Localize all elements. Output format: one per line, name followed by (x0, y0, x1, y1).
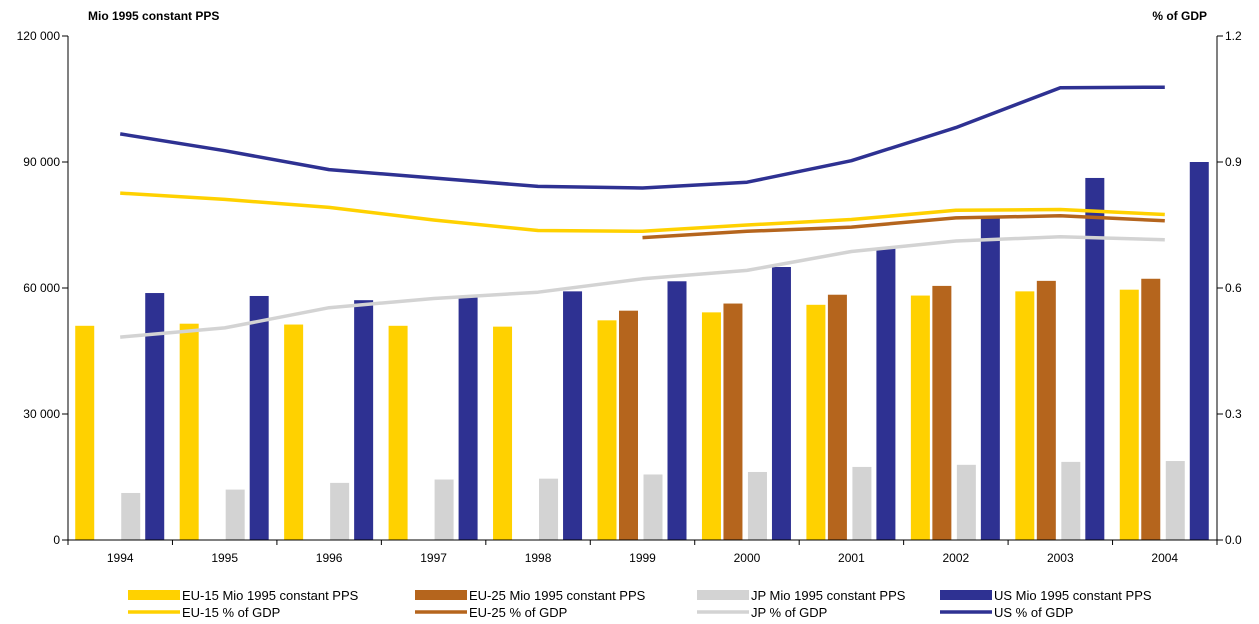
bar-us-mio-1995-constant-pps-2000 (771, 267, 791, 540)
bar-eu-25-mio-1995-constant-pps-2004 (1141, 278, 1161, 540)
left-tick-label: 90 000 (23, 155, 60, 169)
bar-jp-mio-1995-constant-pps-2004 (1165, 461, 1185, 540)
bar-jp-mio-1995-constant-pps-1998 (539, 478, 559, 540)
bar-eu-15-mio-1995-constant-pps-1995 (179, 323, 199, 540)
bar-us-mio-1995-constant-pps-2002 (980, 217, 1000, 540)
x-tick-label: 1995 (211, 551, 238, 565)
bar-jp-mio-1995-constant-pps-2001 (852, 466, 872, 540)
bar-jp-mio-1995-constant-pps-1999 (643, 474, 663, 540)
right-tick-label: 0.3 (1225, 407, 1242, 421)
x-tick-label: 1994 (107, 551, 134, 565)
bar-eu-15-mio-1995-constant-pps-2004 (1119, 289, 1139, 540)
x-tick-label: 1998 (525, 551, 552, 565)
legend-label: EU-25 Mio 1995 constant PPS (469, 588, 646, 603)
left-axis-title: Mio 1995 constant PPS (88, 9, 219, 23)
legend-label: EU-25 % of GDP (469, 605, 567, 620)
bar-eu-15-mio-1995-constant-pps-1994 (75, 325, 95, 540)
bar-jp-mio-1995-constant-pps-1997 (434, 479, 454, 540)
axes-layer: Mio 1995 constant PPS % of GDP 0 30 000 60… (17, 9, 1242, 565)
bar-eu-15-mio-1995-constant-pps-2000 (701, 312, 721, 540)
bar-jp-mio-1995-constant-pps-2003 (1061, 461, 1081, 540)
bar-eu-15-mio-1995-constant-pps-2002 (910, 295, 930, 540)
bar-us-mio-1995-constant-pps-2001 (876, 248, 896, 540)
legend-label: US Mio 1995 constant PPS (994, 588, 1152, 603)
bar-eu-25-mio-1995-constant-pps-2000 (723, 303, 743, 540)
left-tick-label: 120 000 (17, 29, 61, 43)
line-eu-25-of-gdp (642, 214, 1165, 240)
bar-eu-15-mio-1995-constant-pps-1996 (284, 324, 304, 540)
bar-us-mio-1995-constant-pps-1998 (563, 291, 583, 540)
bar-eu-15-mio-1995-constant-pps-2003 (1015, 291, 1035, 540)
legend: EU-15 Mio 1995 constant PPS EU-25 Mio 199… (128, 588, 1152, 620)
line-jp-of-gdp (120, 235, 1165, 339)
right-tick-label: 0.9 (1225, 155, 1242, 169)
bar-us-mio-1995-constant-pps-1996 (354, 300, 374, 540)
bar-us-mio-1995-constant-pps-2004 (1189, 162, 1209, 540)
legend-label: US % of GDP (994, 605, 1073, 620)
bar-eu-25-mio-1995-constant-pps-1999 (619, 310, 638, 540)
left-tick-label: 60 000 (23, 281, 60, 295)
legend-swatch-us-mio-1995-constant-pps (940, 590, 992, 600)
bar-us-mio-1995-constant-pps-2003 (1085, 177, 1105, 540)
right-tick-label: 0.0 (1225, 533, 1242, 547)
left-tick-label: 0 (53, 533, 60, 547)
bar-eu-25-mio-1995-constant-pps-2003 (1036, 280, 1056, 540)
x-tick-label: 1997 (420, 551, 447, 565)
bar-jp-mio-1995-constant-pps-1994 (121, 492, 141, 540)
bar-eu-15-mio-1995-constant-pps-1998 (493, 326, 513, 540)
legend-swatch-jp-mio-1995-constant-pps (697, 590, 749, 600)
x-tick-label: 1999 (629, 551, 656, 565)
bar-eu-15-mio-1995-constant-pps-1999 (597, 320, 617, 540)
bar-us-mio-1995-constant-pps-1999 (667, 281, 687, 540)
bar-eu-15-mio-1995-constant-pps-2001 (806, 304, 826, 540)
x-tick-label: 2000 (734, 551, 761, 565)
legend-label: EU-15 Mio 1995 constant PPS (182, 588, 359, 603)
legend-label: JP % of GDP (751, 605, 827, 620)
right-axis-title: % of GDP (1152, 9, 1207, 23)
legend-swatch-eu-25-mio-1995-constant-pps (415, 590, 467, 600)
bars-layer (75, 162, 1209, 540)
left-tick-label: 30 000 (23, 407, 60, 421)
x-tick-label: 2003 (1047, 551, 1074, 565)
bar-us-mio-1995-constant-pps-1997 (458, 296, 478, 540)
right-tick-label: 1.2 (1225, 29, 1242, 43)
right-tick-label: 0.6 (1225, 281, 1242, 295)
bar-eu-25-mio-1995-constant-pps-2002 (932, 285, 952, 540)
x-tick-label: 2002 (943, 551, 970, 565)
bar-jp-mio-1995-constant-pps-1996 (330, 482, 350, 540)
x-tick-label: 2004 (1151, 551, 1178, 565)
bar-eu-25-mio-1995-constant-pps-2001 (827, 294, 847, 540)
bar-us-mio-1995-constant-pps-1994 (145, 293, 165, 540)
x-tick-label: 2001 (838, 551, 865, 565)
legend-label: EU-15 % of GDP (182, 605, 280, 620)
bar-eu-15-mio-1995-constant-pps-1997 (388, 325, 408, 540)
bar-jp-mio-1995-constant-pps-2000 (747, 471, 767, 540)
bar-jp-mio-1995-constant-pps-2002 (956, 464, 976, 540)
line-eu-15-of-gdp (120, 191, 1165, 234)
x-tick-label: 1996 (316, 551, 343, 565)
lines-layer (119, 85, 1165, 339)
legend-label: JP Mio 1995 constant PPS (751, 588, 906, 603)
legend-swatch-eu-15-mio-1995-constant-pps (128, 590, 180, 600)
bar-jp-mio-1995-constant-pps-1995 (225, 489, 245, 540)
bar-us-mio-1995-constant-pps-1995 (249, 295, 269, 540)
line-us-of-gdp (119, 85, 1165, 190)
